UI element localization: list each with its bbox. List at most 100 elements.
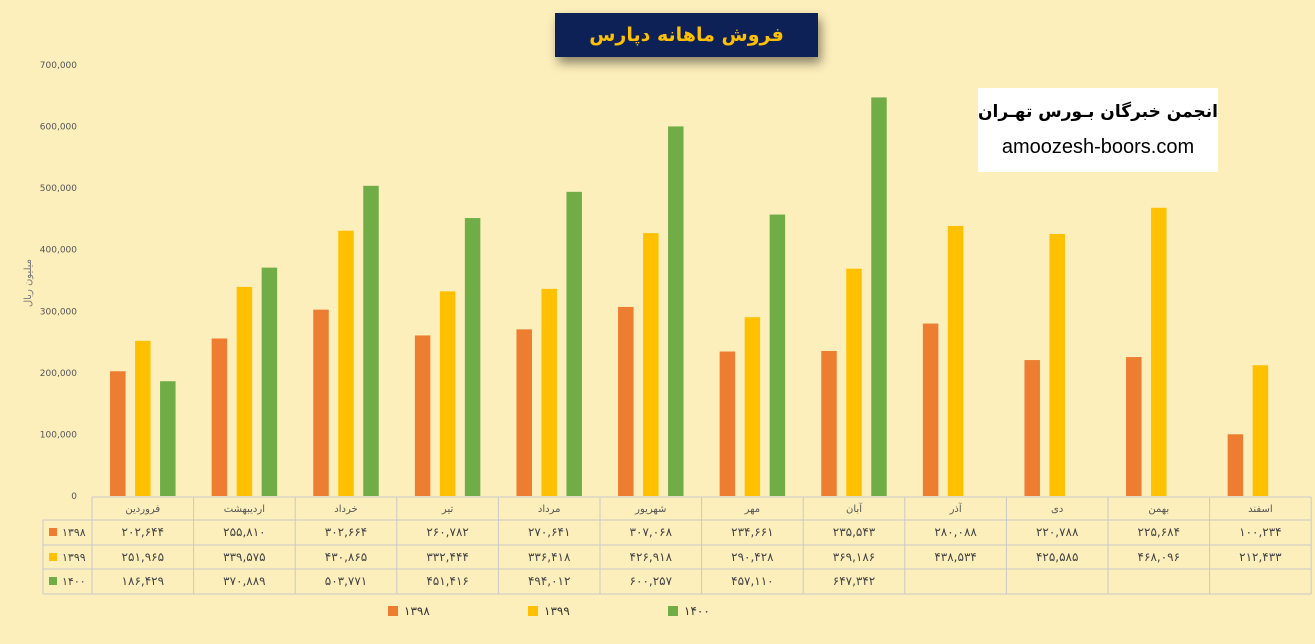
table-cell: ۴۹۴,۰۱۲ bbox=[528, 574, 571, 588]
table-legend-key-۱۳۹۸ bbox=[49, 528, 57, 536]
table-cell: ۴۳۰,۸۶۵ bbox=[325, 550, 368, 564]
table-cell: ۲۳۴,۶۶۱ bbox=[731, 525, 774, 539]
chart-title-box: فروش ماهانه دپارس bbox=[555, 13, 818, 57]
legend-label-1400: ۱۴۰۰ bbox=[684, 604, 710, 618]
bar-۱۴۰۰-6 bbox=[769, 214, 786, 496]
x-tick-label: مهر bbox=[744, 504, 760, 515]
table-legend-key-۱۳۹۹ bbox=[49, 553, 57, 561]
legend-item-1400: ۱۴۰۰ bbox=[668, 604, 710, 618]
table-cell: ۳۳۶,۴۱۸ bbox=[528, 550, 571, 564]
table-cell: ۲۷۰,۶۴۱ bbox=[528, 525, 571, 539]
x-tick-label: تیر bbox=[441, 504, 454, 515]
table-cell: ۲۰۲,۶۴۴ bbox=[122, 525, 165, 539]
x-tick-label: فروردین bbox=[125, 504, 160, 515]
table-cell: ۳۰۲,۶۶۴ bbox=[325, 525, 368, 539]
bar-۱۳۹۸-9 bbox=[1024, 360, 1040, 496]
x-tick-label: اردیبهشت bbox=[224, 504, 265, 515]
table-cell: ۲۲۵,۶۸۴ bbox=[1138, 525, 1181, 539]
y-tick-label: 500,000 bbox=[40, 184, 77, 194]
y-tick-label: 300,000 bbox=[40, 307, 77, 317]
legend-swatch-1398 bbox=[388, 606, 398, 616]
bar-۱۴۰۰-3 bbox=[464, 218, 481, 497]
bar-۱۳۹۸-7 bbox=[821, 350, 837, 496]
bar-۱۴۰۰-4 bbox=[566, 191, 582, 496]
bar-۱۳۹۹-6 bbox=[744, 317, 761, 496]
table-cell: ۳۰۷,۰۶۸ bbox=[630, 525, 673, 539]
bar-۱۳۹۸-6 bbox=[719, 351, 736, 496]
legend-label-1399: ۱۳۹۹ bbox=[544, 604, 570, 618]
table-cell: ۱۸۶,۴۲۹ bbox=[122, 574, 165, 588]
bar-۱۳۹۸-2 bbox=[313, 309, 329, 496]
y-axis-title: میلیون ریال bbox=[23, 259, 34, 307]
table-cell: ۴۳۸,۵۳۴ bbox=[934, 550, 977, 564]
bar-۱۴۰۰-7 bbox=[871, 97, 887, 497]
x-tick-label: بهمن bbox=[1148, 504, 1169, 515]
bar-۱۴۰۰-2 bbox=[363, 185, 379, 497]
bar-۱۴۰۰-1 bbox=[261, 267, 278, 496]
bar-۱۳۹۸-4 bbox=[516, 329, 532, 496]
table-cell: ۲۲۰,۷۸۸ bbox=[1036, 525, 1079, 539]
table-cell: ۲۹۰,۴۲۸ bbox=[731, 550, 774, 564]
bar-۱۳۹۹-1 bbox=[236, 286, 253, 496]
brand-name: انجمن خبرگان بـورس تهـران bbox=[978, 101, 1218, 122]
y-tick-label: 200,000 bbox=[40, 369, 77, 379]
y-tick-label: 0 bbox=[71, 492, 77, 502]
x-tick-label: مرداد bbox=[538, 504, 561, 515]
x-tick-label: خرداد bbox=[334, 504, 357, 515]
table-cell: ۲۸۰,۰۸۸ bbox=[934, 525, 977, 539]
bar-۱۳۹۹-10 bbox=[1151, 207, 1167, 496]
bar-۱۳۹۸-0 bbox=[110, 371, 126, 496]
brand-url: amoozesh-boors.com bbox=[1001, 135, 1195, 158]
x-tick-label: آذر bbox=[949, 502, 963, 515]
y-tick-label: 600,000 bbox=[40, 123, 77, 133]
bar-۱۴۰۰-5 bbox=[668, 126, 684, 496]
table-series-name: ۱۳۹۸ bbox=[62, 526, 86, 539]
bar-۱۳۹۹-2 bbox=[338, 230, 354, 496]
legend-item-1398: ۱۳۹۸ bbox=[388, 604, 430, 618]
table-cell: ۴۵۷,۱۱۰ bbox=[731, 574, 774, 588]
bar-۱۳۹۸-10 bbox=[1126, 357, 1142, 496]
chart-title: فروش ماهانه دپارس bbox=[589, 24, 784, 46]
bar-۱۳۹۹-4 bbox=[541, 288, 557, 496]
table-legend-key-۱۴۰۰ bbox=[49, 577, 57, 585]
table-cell: ۴۲۵,۵۸۵ bbox=[1036, 550, 1079, 564]
bar-۱۳۹۹-0 bbox=[135, 340, 151, 496]
bar-۱۳۹۹-11 bbox=[1252, 365, 1269, 496]
bar-۱۳۹۹-3 bbox=[439, 291, 456, 496]
table-cell: ۲۵۱,۹۶۵ bbox=[122, 550, 165, 564]
table-cell: ۶۰۰,۲۵۷ bbox=[630, 574, 673, 588]
table-cell: ۴۲۶,۹۱۸ bbox=[630, 550, 673, 564]
table-series-name: ۱۳۹۹ bbox=[62, 551, 86, 564]
table-cell: ۳۳۲,۴۴۴ bbox=[426, 550, 469, 564]
table-cell: ۲۱۲,۴۳۳ bbox=[1239, 550, 1282, 564]
bar-۱۳۹۸-1 bbox=[211, 338, 228, 496]
bar-۱۳۹۹-7 bbox=[846, 268, 862, 496]
table-series-name: ۱۴۰۰ bbox=[62, 575, 86, 588]
legend-label-1398: ۱۳۹۸ bbox=[404, 604, 430, 618]
bar-۱۳۹۸-11 bbox=[1227, 434, 1244, 496]
table-cell: ۵۰۳,۷۷۱ bbox=[325, 574, 368, 588]
bar-۱۳۹۹-8 bbox=[947, 225, 964, 497]
legend-swatch-1400 bbox=[668, 606, 678, 616]
y-tick-label: 100,000 bbox=[40, 430, 77, 440]
y-tick-label: 400,000 bbox=[40, 246, 77, 256]
table-cell: ۴۵۱,۴۱۶ bbox=[426, 574, 469, 588]
x-tick-label: شهریور bbox=[634, 504, 666, 515]
table-cell: ۶۴۷,۳۴۲ bbox=[833, 574, 876, 588]
x-tick-label: اسفند bbox=[1248, 504, 1272, 515]
table-cell: ۳۳۹,۵۷۵ bbox=[223, 550, 266, 564]
brand-box: انجمن خبرگان بـورس تهـران amoozesh-boors… bbox=[978, 88, 1218, 172]
bar-۱۴۰۰-0 bbox=[160, 381, 176, 496]
legend-item-1399: ۱۳۹۹ bbox=[528, 604, 570, 618]
bar-۱۳۹۹-9 bbox=[1049, 233, 1065, 496]
legend-swatch-1399 bbox=[528, 606, 538, 616]
bar-۱۳۹۸-5 bbox=[618, 306, 634, 496]
bar-۱۳۹۹-5 bbox=[643, 233, 659, 496]
bar-۱۳۹۸-8 bbox=[922, 323, 939, 496]
table-cell: ۴۶۸,۰۹۶ bbox=[1138, 550, 1181, 564]
table-cell: ۲۶۰,۷۸۲ bbox=[426, 525, 469, 539]
table-cell: ۱۰۰,۲۳۴ bbox=[1239, 525, 1282, 539]
x-tick-label: آبان bbox=[846, 502, 863, 515]
x-tick-label: دی bbox=[1051, 504, 1063, 515]
